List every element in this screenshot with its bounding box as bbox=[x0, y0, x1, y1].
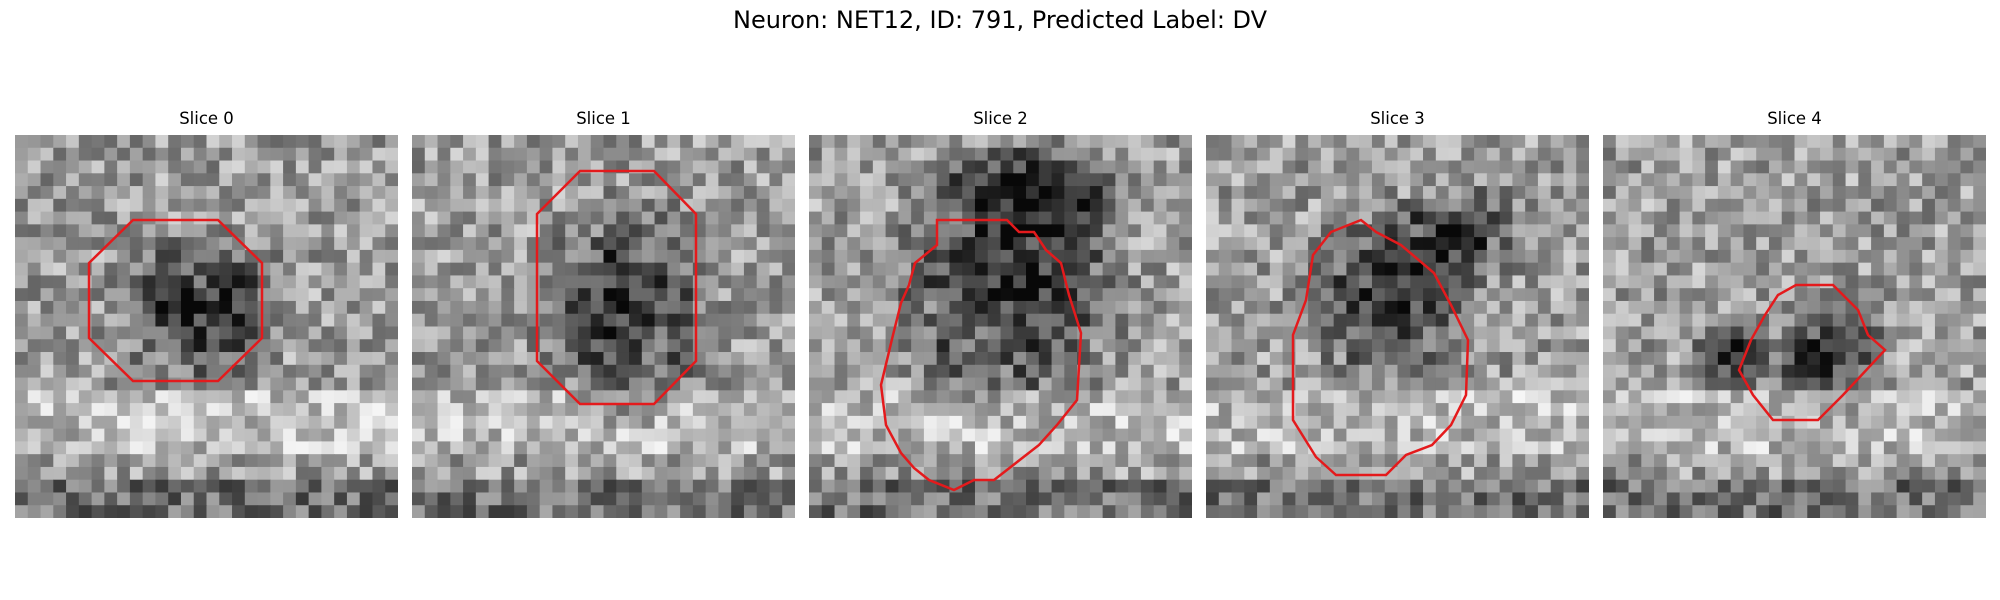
slice-panel-2: Slice 2 bbox=[809, 109, 1192, 519]
roi-contour bbox=[535, 169, 698, 406]
slice-panel-1: Slice 1 bbox=[412, 109, 795, 519]
slice-panel-3: Slice 3 bbox=[1206, 109, 1589, 519]
slice-panel-0: Slice 0 bbox=[15, 109, 398, 519]
slice-title: Slice 0 bbox=[179, 109, 234, 128]
slice-title: Slice 3 bbox=[1370, 109, 1425, 128]
slice-image bbox=[412, 135, 795, 518]
slice-panel-4: Slice 4 bbox=[1603, 109, 1986, 519]
slice-title: Slice 4 bbox=[1767, 109, 1822, 128]
slice-image bbox=[1206, 135, 1589, 518]
roi-contour bbox=[87, 218, 264, 383]
slice-title: Slice 1 bbox=[576, 109, 631, 128]
slice-image bbox=[1603, 135, 1986, 518]
figure-title: Neuron: NET12, ID: 791, Predicted Label:… bbox=[732, 6, 1268, 34]
slice-image bbox=[809, 135, 1192, 518]
roi-contour bbox=[1291, 218, 1470, 477]
slice-image bbox=[15, 135, 398, 518]
roi-contour bbox=[1737, 283, 1887, 422]
slice-title: Slice 2 bbox=[973, 109, 1028, 128]
roi-contour bbox=[879, 218, 1083, 492]
